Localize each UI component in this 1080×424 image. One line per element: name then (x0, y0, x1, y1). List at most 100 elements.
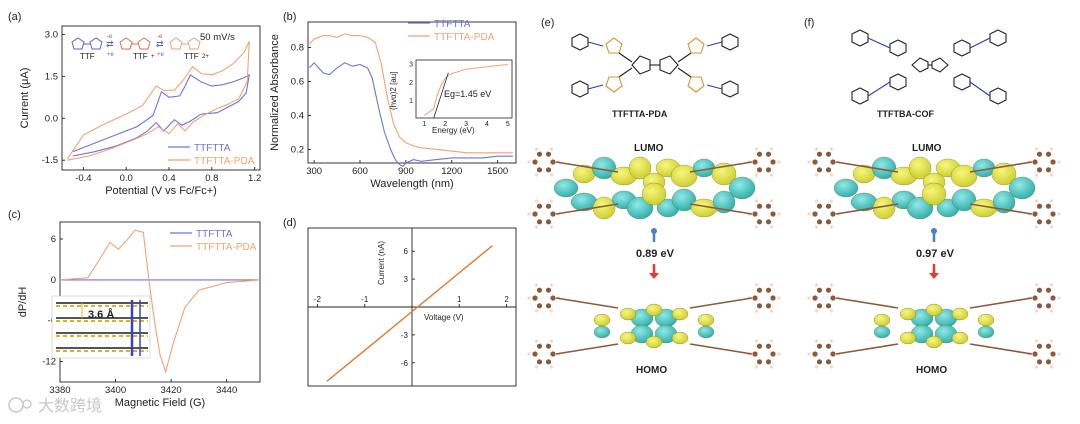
homo-atom (752, 295, 758, 301)
x-tick-label: 1 (457, 295, 462, 304)
homo-atom (756, 343, 763, 349)
homo-atom (1036, 287, 1043, 293)
homo-hydrogen (769, 309, 774, 313)
homo-atom (756, 359, 763, 365)
homo-atom (816, 359, 823, 365)
homo-atom (825, 303, 832, 309)
lumo-atom (830, 211, 836, 217)
lumo-hydrogen (829, 147, 834, 151)
homo-atom (770, 295, 776, 301)
inset-ylabel: (hvα)2 [au] (389, 72, 398, 110)
homo-lobe (925, 335, 943, 349)
homo-atom (1036, 303, 1043, 309)
homo-atom (816, 287, 823, 293)
homo-hydrogen (549, 283, 554, 287)
homo-hydrogen (814, 365, 819, 369)
watermark-logo-icon (8, 397, 24, 413)
y-tick-label: 6 (51, 234, 56, 245)
lumo-bond (689, 203, 753, 215)
lumo-atom (1032, 211, 1038, 217)
x-axis-label: Voltage (V) (424, 313, 464, 322)
homo-lobe (671, 307, 689, 321)
x-tick-label: -2 (314, 295, 322, 304)
lumo-atom (536, 167, 543, 173)
lumo-lobe (711, 162, 737, 186)
ttf-cation-charge: + (151, 54, 155, 60)
ring-tl (571, 33, 589, 51)
lumo-hydrogen (769, 199, 774, 203)
ttf-core-f-right (931, 57, 949, 73)
lumo-bond (969, 203, 1033, 215)
homo-atom (1036, 343, 1043, 349)
lumo-atom (812, 159, 818, 165)
ttf-redox-scheme: TTF ⇄ -e +e TTF + ⇄ -e +e TTF 2+ (71, 34, 209, 61)
lumo-lobe (833, 178, 859, 198)
inset-curve (424, 64, 508, 116)
homo-hydrogen (1049, 365, 1054, 369)
lumo-atom (536, 203, 543, 209)
homo-atom (1045, 359, 1052, 365)
lumo-atom (830, 159, 836, 165)
series-line-ttftta (72, 73, 251, 157)
ring-f-br (989, 87, 1007, 105)
lumo-atom (1036, 219, 1043, 225)
lumo-atom (770, 159, 776, 165)
homo-hydrogen (777, 352, 781, 356)
homo-hydrogen (814, 283, 819, 287)
ring-tr (721, 33, 739, 51)
lumo-hydrogen (814, 199, 819, 203)
lumo-lobe (991, 162, 1017, 186)
lumo-lobe (908, 156, 932, 180)
lumo-hydrogen (549, 225, 554, 229)
ttftta-pda-label: TTFTTA-PDA (612, 109, 668, 119)
homo-hydrogen (777, 296, 781, 300)
inset-x-tick: 4 (485, 121, 489, 128)
inset-y-tick: 1 (409, 98, 413, 105)
homo-atom (825, 359, 832, 365)
lumo-hydrogen (1049, 147, 1054, 151)
homo-atom (756, 303, 763, 309)
lumo-atom (825, 151, 832, 157)
series-line-ttftta-pda (66, 41, 250, 161)
lumo-lobe (992, 190, 1016, 214)
lumo-atom (1045, 203, 1052, 209)
watermark-text: 大数跨境 (38, 396, 102, 415)
arrow-label-red-1: +e (107, 52, 115, 58)
arrow-label-ox-2: -e (157, 34, 163, 40)
lumo-atom (545, 203, 552, 209)
homo-lobe (977, 325, 995, 339)
homo-atom (756, 287, 763, 293)
y-tick-label: 0.2 (291, 144, 304, 155)
lumo-lobe (728, 176, 756, 200)
homo-atom (825, 287, 832, 293)
homo-bond (969, 343, 1033, 355)
homo-atom (752, 351, 758, 357)
homo-hydrogen (549, 309, 554, 313)
lumo-hydrogen (814, 225, 819, 229)
lumo-atom (1032, 159, 1038, 165)
homo-lobe (645, 303, 663, 317)
homo-lobe (697, 325, 715, 339)
x-axis-label: Wavelength (nm) (370, 178, 453, 190)
stacking-inset: 3.6 Å (51, 295, 151, 359)
legend-label: TTFTTA-PDA (434, 32, 495, 43)
homo-atom (1045, 343, 1052, 349)
y-tick-label: 0.6 (291, 76, 304, 87)
homo-lobe (951, 331, 969, 345)
lumo-atom (765, 151, 772, 157)
homo-bond (689, 343, 753, 355)
ttf-cation-molecule (119, 37, 151, 50)
panel-b-uvvis: (b) 300 600 900 1200 1500 0.2 0.4 0.6 0.8 Wavelen… (269, 11, 517, 190)
lumo-atom (756, 219, 763, 225)
homo-atom (532, 295, 538, 301)
homo-lobe (951, 307, 969, 321)
lumo-atom (1050, 211, 1056, 217)
y-tick-label: -6 (401, 359, 409, 368)
homo-lobe (925, 303, 943, 317)
ttf-dication-charge: 2+ (202, 54, 209, 60)
tauc-inset: 1 2 3 4 5 1 2 3 (409, 59, 513, 128)
homo-hydrogen (527, 296, 531, 300)
homo-lobe (671, 331, 689, 345)
